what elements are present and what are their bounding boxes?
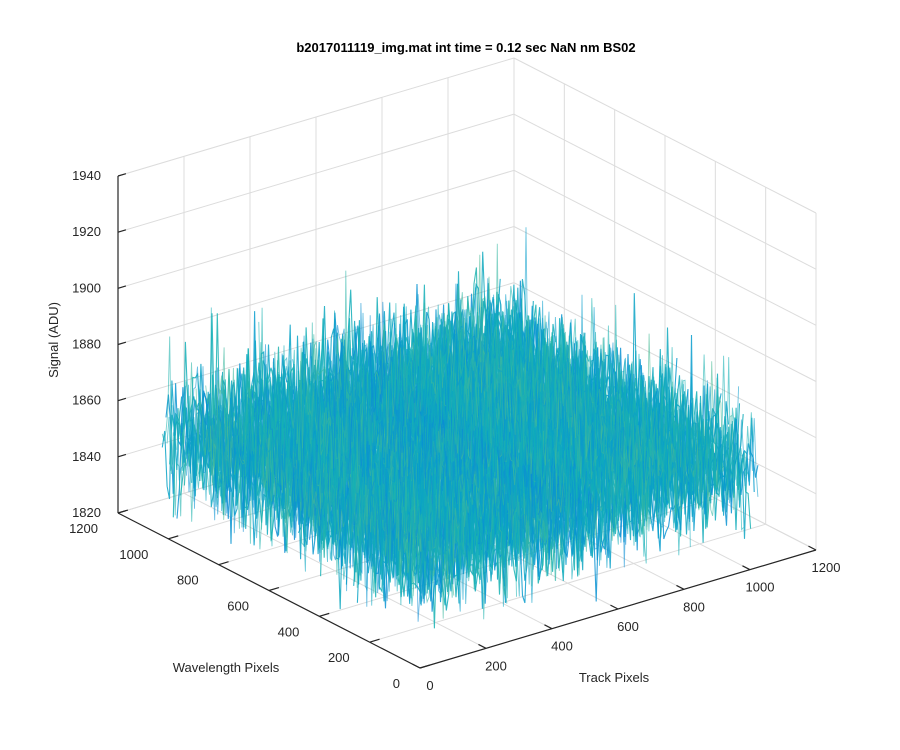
y-tick-mark xyxy=(319,612,330,617)
grid-line xyxy=(117,57,515,177)
x-tick-label: 200 xyxy=(485,658,507,673)
y-tick-label: 600 xyxy=(227,599,249,614)
y-tick-label: 0 xyxy=(393,676,400,691)
axes xyxy=(117,173,817,669)
y-tick-label: 1200 xyxy=(69,521,98,536)
grid-line xyxy=(369,523,766,643)
x-tick-mark xyxy=(808,545,817,551)
z-tick-label: 1860 xyxy=(72,393,101,408)
y-tick-label: 200 xyxy=(328,650,350,665)
z-tick-mark xyxy=(117,510,127,514)
y-tick-label: 1000 xyxy=(119,547,148,562)
x-tick-mark xyxy=(676,584,685,590)
surface-column-line xyxy=(494,306,754,508)
y-tick-label: 400 xyxy=(278,624,300,639)
y-tick-label: 800 xyxy=(177,573,199,588)
x-tick-label: 1200 xyxy=(812,560,841,575)
surface-plot xyxy=(161,227,759,629)
z-tick-label: 1920 xyxy=(72,224,101,239)
tick-labels: 0 200 400 600 800 1000 1200 0 200 400 600 800 1000 12… xyxy=(69,168,840,693)
y-tick-mark xyxy=(419,664,431,669)
grid-line xyxy=(117,113,515,233)
surface-column-line xyxy=(456,243,715,519)
y-tick-mark xyxy=(218,561,229,566)
surface-column-line xyxy=(499,227,759,497)
grid-line xyxy=(513,169,817,326)
z-tick-mark xyxy=(117,341,127,346)
z-tick-label: 1880 xyxy=(72,337,101,352)
z-tick-mark xyxy=(117,453,127,458)
z-tick-mark xyxy=(117,285,127,289)
grid-line xyxy=(513,226,817,382)
y-axis-label: Wavelength Pixels xyxy=(173,660,280,675)
x-tick-label: 400 xyxy=(551,639,573,654)
z-tick-mark xyxy=(117,397,127,402)
z-tick-label: 1820 xyxy=(72,505,101,520)
y-tick-mark xyxy=(268,586,280,592)
grid-line xyxy=(513,113,817,270)
grid-line xyxy=(117,169,515,289)
y-tick-mark xyxy=(168,535,179,540)
x-tick-mark xyxy=(412,663,421,669)
z-tick-label: 1840 xyxy=(72,449,101,464)
z-tick-label: 1940 xyxy=(72,168,101,183)
z-tick-label: 1900 xyxy=(72,280,101,295)
grid-line xyxy=(513,282,817,439)
x-tick-mark xyxy=(478,643,487,649)
chart-title: b2017011119_img.mat int time = 0.12 sec … xyxy=(296,40,635,55)
x-tick-mark xyxy=(610,604,619,610)
grid-line xyxy=(117,226,515,345)
x-tick-label: 800 xyxy=(683,599,705,614)
z-axis-label: Signal (ADU) xyxy=(46,302,61,378)
x-tick-label: 600 xyxy=(617,619,639,634)
x-tick-label: 0 xyxy=(426,678,433,693)
z-tick-mark xyxy=(117,173,127,177)
z-tick-mark xyxy=(117,229,127,233)
x-tick-mark xyxy=(544,624,553,630)
x-axis-label: Track Pixels xyxy=(579,670,650,685)
x-tick-label: 1000 xyxy=(746,580,775,595)
grid-line xyxy=(513,57,817,214)
x-tick-mark xyxy=(742,565,751,571)
y-tick-mark xyxy=(369,638,380,643)
